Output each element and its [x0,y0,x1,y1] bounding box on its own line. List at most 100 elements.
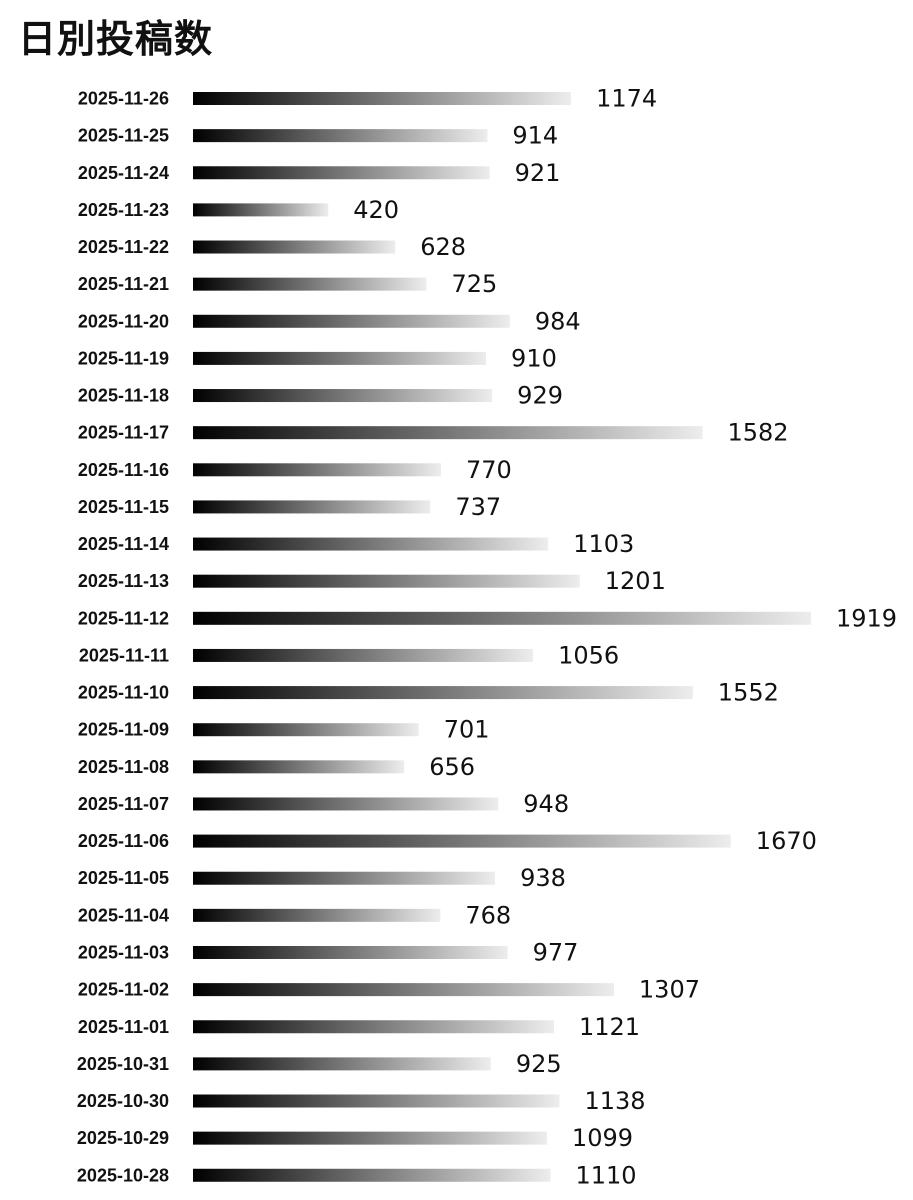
category-label: 2025-11-11 [79,645,169,665]
bar [193,463,441,477]
category-label: 2025-10-31 [77,1054,169,1074]
bar-row: 2025-11-16 770 [78,456,512,484]
bar-row: 2025-11-14 1103 [78,530,634,558]
category-label: 2025-11-08 [78,757,169,777]
category-label: 2025-11-02 [78,980,169,1000]
category-label: 2025-11-17 [78,423,169,443]
bar-row: 2025-11-24 921 [78,159,561,187]
category-label: 2025-11-06 [78,831,169,851]
category-label: 2025-11-21 [78,274,169,294]
bar-row: 2025-11-01 1121 [78,1013,640,1041]
bar [193,129,488,143]
bar-row: 2025-11-15 737 [78,493,501,521]
bar [193,686,693,700]
category-label: 2025-11-05 [78,868,169,888]
bar [193,1020,555,1034]
bar-row: 2025-11-11 1056 [79,641,619,669]
bar-row: 2025-11-20 984 [78,307,581,335]
value-label: 768 [465,901,511,929]
value-label: 725 [451,270,497,298]
bar-row: 2025-11-03 977 [78,938,579,966]
bar [193,983,614,997]
value-label: 1138 [584,1087,645,1115]
category-label: 2025-11-07 [78,794,169,814]
category-label: 2025-11-12 [78,608,169,628]
bar [193,797,499,811]
bar [193,834,731,848]
bar-row: 2025-11-05 938 [78,864,566,892]
category-label: 2025-10-30 [77,1091,169,1111]
bar-row: 2025-11-07 948 [78,790,569,818]
category-label: 2025-11-13 [78,571,169,591]
value-label: 1174 [596,85,657,113]
bar-row: 2025-11-26 1174 [78,85,657,113]
category-label: 2025-11-25 [78,126,169,146]
value-label: 929 [517,382,563,410]
category-label: 2025-10-29 [77,1128,169,1148]
value-label: 656 [429,753,475,781]
bar [193,314,510,328]
bar-row: 2025-10-28 1110 [77,1161,637,1189]
bar-row: 2025-11-22 628 [78,233,466,261]
value-label: 914 [512,122,558,150]
bar [193,426,703,440]
bar-rows: 2025-11-26 1174 2025-11-25 914 2025-11-24 921… [77,85,897,1190]
category-label: 2025-11-26 [78,89,169,109]
value-label: 1103 [573,530,634,558]
value-label: 1307 [639,976,700,1004]
value-label: 1670 [756,827,817,855]
bar-row: 2025-11-06 1670 [78,827,817,855]
bar-row: 2025-11-12 1919 [78,604,897,632]
bar [193,574,580,588]
bar-row: 2025-11-17 1582 [78,419,789,447]
bar [193,611,811,625]
category-label: 2025-11-14 [78,534,169,554]
bar [193,1131,547,1145]
value-label: 910 [511,344,557,372]
value-label: 925 [516,1050,562,1078]
bar [193,760,405,774]
bar [193,945,508,959]
category-label: 2025-10-28 [77,1165,169,1185]
bar-row: 2025-11-09 701 [78,716,490,744]
value-label: 938 [520,864,566,892]
category-label: 2025-11-20 [78,311,169,331]
bar [193,277,427,291]
bar [193,908,441,922]
value-label: 420 [353,196,399,224]
bar-row: 2025-11-19 910 [78,344,557,372]
value-label: 977 [533,938,579,966]
chart-title: 日別投稿数 [18,17,214,61]
category-label: 2025-11-03 [78,942,169,962]
bar [193,871,496,885]
value-label: 1552 [718,679,779,707]
bar [193,92,572,105]
category-label: 2025-11-23 [78,200,169,220]
value-label: 737 [455,493,501,521]
bar [193,537,549,551]
value-label: 921 [515,159,561,187]
bar-row: 2025-11-02 1307 [78,976,700,1004]
category-label: 2025-11-19 [78,348,169,368]
category-label: 2025-11-10 [78,683,169,703]
bar-row: 2025-11-10 1552 [78,679,779,707]
category-label: 2025-11-22 [78,237,169,257]
value-label: 1099 [572,1124,633,1152]
value-label: 628 [420,233,466,261]
bar [193,351,487,365]
bar-row: 2025-11-25 914 [78,122,558,150]
bar-row: 2025-11-21 725 [78,270,497,298]
bar [193,166,490,180]
bar-row: 2025-10-30 1138 [77,1087,646,1115]
value-label: 1201 [605,567,666,595]
category-label: 2025-11-18 [78,386,169,406]
category-label: 2025-11-09 [78,720,169,740]
bar-row: 2025-11-23 420 [78,196,399,224]
bar [193,723,419,737]
bar-row: 2025-11-13 1201 [78,567,666,595]
value-label: 770 [466,456,512,484]
category-label: 2025-11-04 [78,905,169,925]
value-label: 1121 [579,1013,640,1041]
bar [193,500,431,514]
